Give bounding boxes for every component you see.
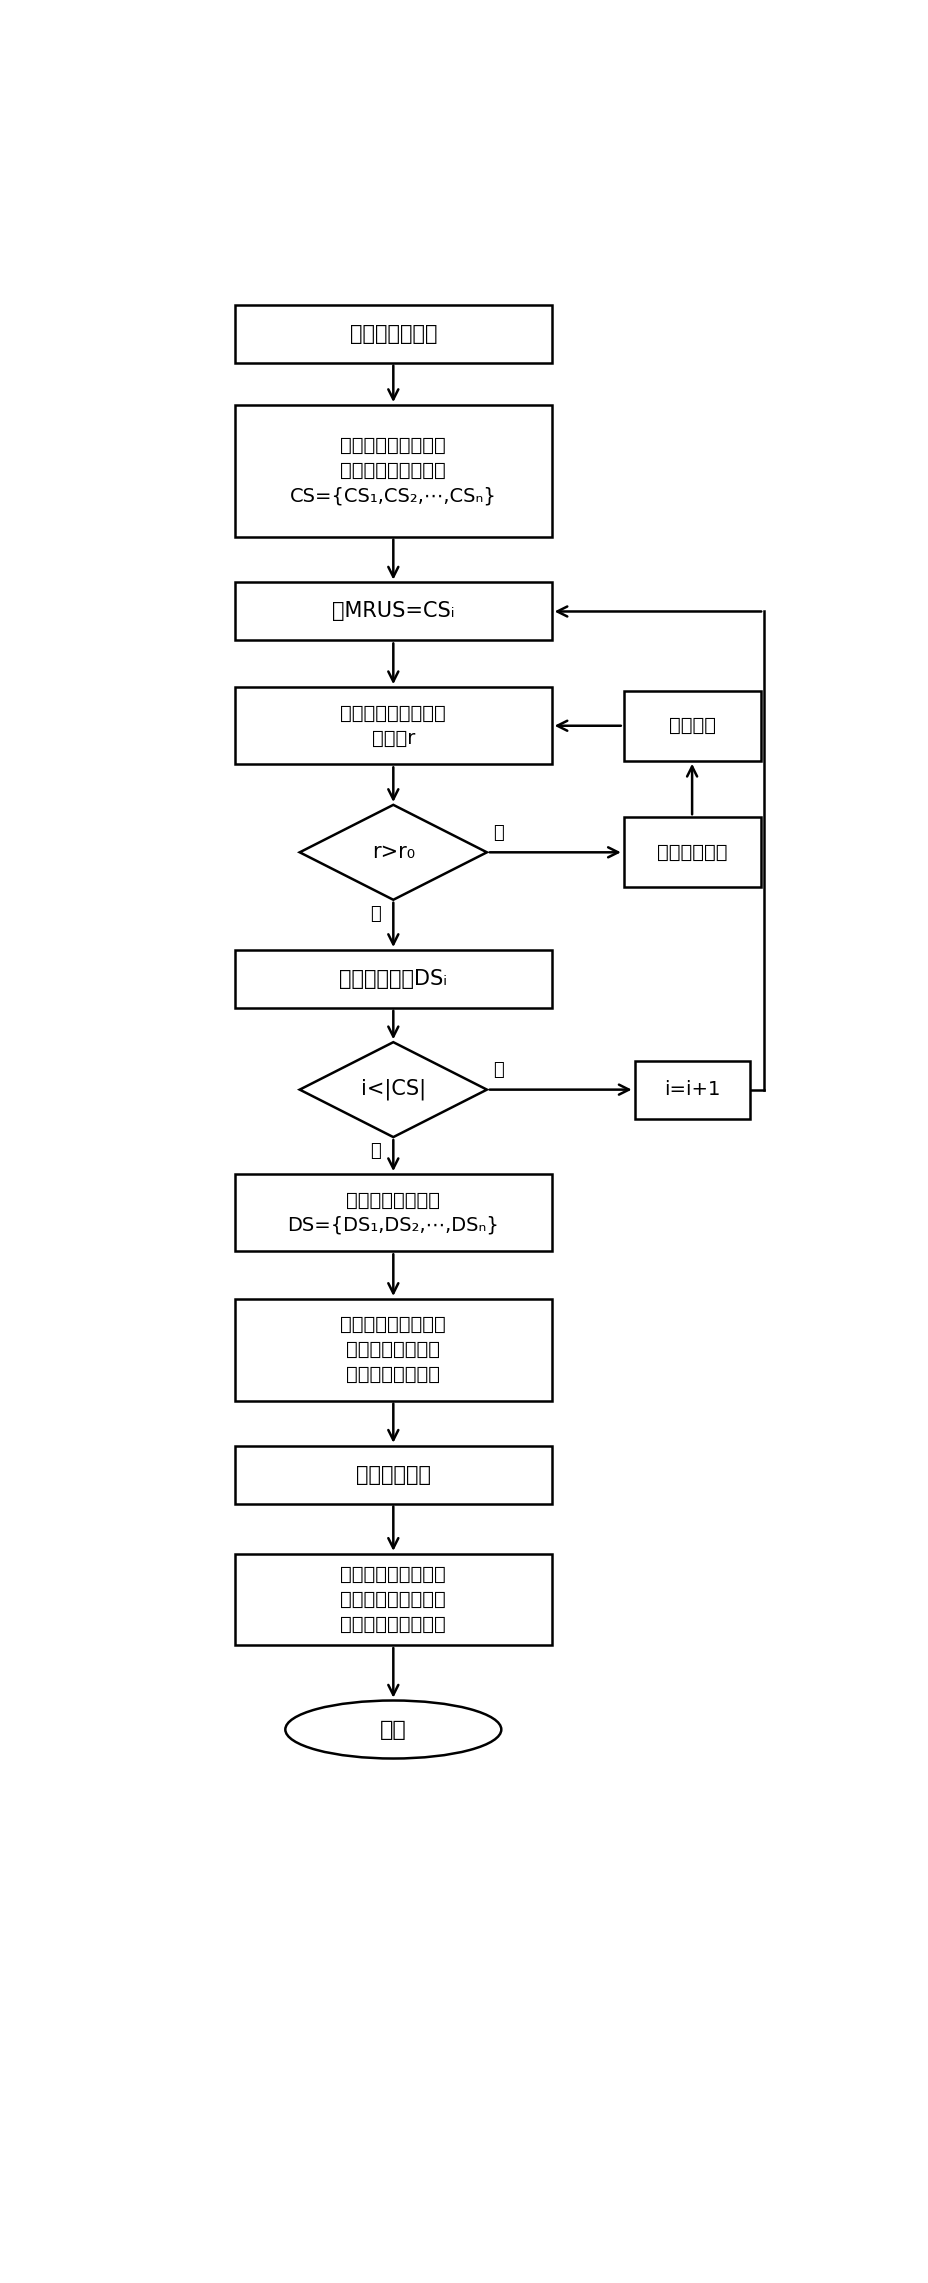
FancyBboxPatch shape	[623, 817, 760, 888]
FancyBboxPatch shape	[235, 304, 551, 363]
FancyBboxPatch shape	[235, 1555, 551, 1646]
FancyBboxPatch shape	[235, 404, 551, 537]
Text: 结束: 结束	[380, 1719, 406, 1740]
Text: i=i+1: i=i+1	[664, 1080, 719, 1098]
Text: 计算指标权重: 计算指标权重	[355, 1466, 431, 1484]
FancyBboxPatch shape	[235, 1445, 551, 1504]
Text: 是: 是	[369, 904, 380, 922]
Text: 冗余设计: 冗余设计	[668, 717, 715, 735]
Polygon shape	[300, 806, 486, 900]
Text: 否: 否	[492, 1062, 503, 1080]
Text: i<|CS|: i<|CS|	[360, 1080, 425, 1100]
Text: 考虑重量、成本、可
靠度、可重构率指
标，建立指标矩阵: 考虑重量、成本、可 靠度、可重构率指 标，建立指标矩阵	[340, 1315, 445, 1383]
Text: 否: 否	[492, 824, 503, 842]
FancyBboxPatch shape	[235, 1173, 551, 1251]
FancyBboxPatch shape	[235, 687, 551, 765]
FancyBboxPatch shape	[235, 582, 551, 642]
Text: 是: 是	[369, 1142, 380, 1160]
FancyBboxPatch shape	[235, 1299, 551, 1402]
Text: 备选设计方案DSᵢ: 备选设计方案DSᵢ	[339, 968, 447, 989]
Text: 令MRUS=CSᵢ: 令MRUS=CSᵢ	[331, 600, 454, 621]
Text: 根据能观能控性分析
确定最小可行配置集
CS={CS₁,CS₂,⋯,CSₙ}: 根据能观能控性分析 确定最小可行配置集 CS={CS₁,CS₂,⋯,CSₙ}	[290, 436, 496, 505]
FancyBboxPatch shape	[235, 950, 551, 1007]
FancyBboxPatch shape	[634, 1062, 749, 1119]
Text: 计算综合评估系数，
选取最大值对应的备
选方案作为设计结果: 计算综合评估系数， 选取最大值对应的备 选方案作为设计结果	[340, 1564, 445, 1635]
Polygon shape	[300, 1041, 486, 1137]
Text: 建立功能树，计算可
重构率r: 建立功能树，计算可 重构率r	[340, 703, 445, 749]
Text: r>r₀: r>r₀	[371, 842, 415, 863]
Text: 确定可选配置集: 确定可选配置集	[349, 324, 436, 345]
Text: 形成备选方案集合
DS={DS₁,DS₂,⋯,DSₙ}: 形成备选方案集合 DS={DS₁,DS₂,⋯,DSₙ}	[287, 1192, 498, 1235]
FancyBboxPatch shape	[623, 689, 760, 760]
Ellipse shape	[285, 1701, 501, 1758]
Text: 薄弱环节分析: 薄弱环节分析	[656, 842, 727, 861]
